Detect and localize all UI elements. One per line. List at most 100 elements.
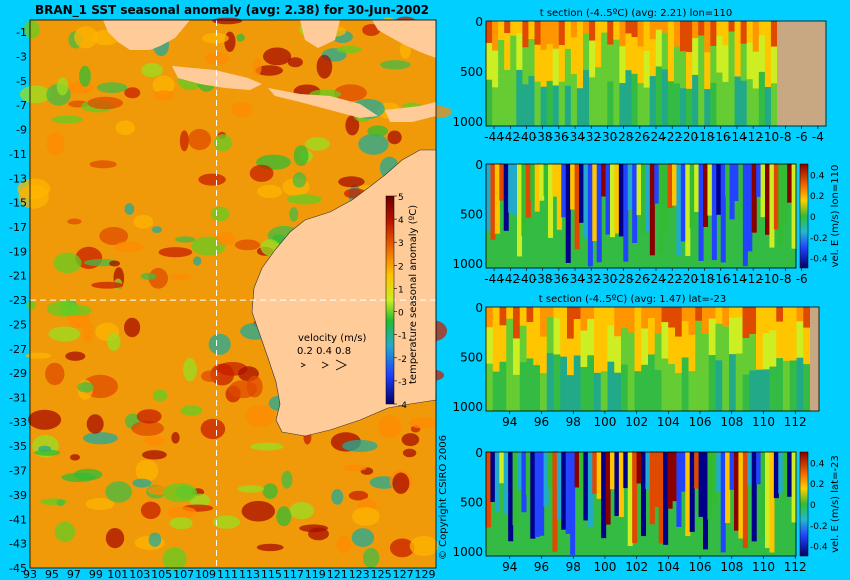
section-cell bbox=[534, 452, 540, 537]
section-cell bbox=[698, 452, 704, 517]
section-cell bbox=[601, 164, 607, 197]
section-cell bbox=[658, 452, 664, 544]
section-cell bbox=[661, 32, 669, 70]
section-cell bbox=[675, 307, 683, 337]
map-longitude-labels: 93 95 97 99 101 103 105 107 109 111 113 115 117 119 12… bbox=[23, 568, 436, 580]
map-lon-label: 121 bbox=[327, 568, 348, 580]
section-cell bbox=[637, 83, 645, 126]
section-cell bbox=[649, 39, 657, 77]
section-cell bbox=[631, 21, 639, 38]
anomaly-patch bbox=[152, 389, 168, 402]
section-cell bbox=[634, 334, 642, 372]
section-cell bbox=[540, 336, 548, 374]
map-lat-label: -5 bbox=[16, 75, 27, 88]
section-cell bbox=[486, 79, 493, 126]
map-lat-label: -35 bbox=[9, 440, 27, 453]
section-cell bbox=[486, 164, 492, 231]
velocity-arrow-small bbox=[300, 362, 306, 368]
section-cell bbox=[746, 21, 754, 43]
anomaly-patch bbox=[151, 226, 162, 234]
section-cell bbox=[725, 452, 731, 524]
map-lat-label: -43 bbox=[9, 538, 27, 551]
anomaly-patch bbox=[308, 527, 329, 541]
section-cell bbox=[540, 21, 548, 50]
section-cell bbox=[716, 164, 722, 215]
anomaly-patch bbox=[169, 517, 193, 530]
section-x-label: -20 bbox=[679, 272, 699, 286]
anomaly-patch bbox=[392, 472, 410, 494]
anomaly-patch bbox=[105, 528, 125, 549]
section-cell bbox=[627, 368, 636, 411]
section-cell bbox=[673, 21, 681, 47]
map-lat-label: -15 bbox=[9, 197, 27, 210]
anomaly-patch bbox=[401, 433, 420, 447]
map-lat-label: -45 bbox=[9, 562, 27, 575]
section-cell bbox=[728, 21, 736, 32]
section-cell bbox=[668, 364, 676, 411]
section-cell bbox=[641, 452, 647, 537]
section-cell bbox=[560, 307, 568, 321]
anomaly-patch bbox=[281, 470, 293, 489]
anomaly-patch bbox=[99, 227, 129, 245]
map-lon-label: 109 bbox=[195, 568, 216, 580]
section-cell bbox=[681, 307, 690, 322]
section-x-label: -36 bbox=[549, 272, 569, 286]
section-cell bbox=[698, 164, 704, 261]
section-cell bbox=[796, 321, 804, 358]
velocity-legend: velocity (m/s) 0.2 0.4 0.8 bbox=[297, 333, 366, 371]
section-cell bbox=[595, 30, 602, 68]
map-lat-label: -3 bbox=[16, 51, 27, 64]
section-cell bbox=[558, 45, 566, 82]
map-lon-label: 119 bbox=[305, 568, 326, 580]
section-cell bbox=[738, 164, 744, 220]
section-cell bbox=[783, 324, 791, 361]
section-cell bbox=[486, 307, 494, 328]
land-borneo bbox=[300, 20, 340, 48]
section-cell bbox=[791, 452, 797, 523]
anomaly-patch bbox=[249, 164, 274, 182]
section-cell bbox=[636, 452, 642, 484]
anomaly-patch bbox=[175, 236, 196, 243]
section-x-label: -28 bbox=[614, 272, 634, 286]
anomaly-patch bbox=[352, 507, 380, 526]
section-cell bbox=[574, 452, 580, 488]
section-cell bbox=[560, 356, 568, 411]
section-cell bbox=[734, 164, 740, 202]
section-x-label: -4 bbox=[812, 130, 824, 144]
section-cell bbox=[728, 68, 736, 126]
section-cell bbox=[715, 307, 723, 324]
section-cell bbox=[782, 164, 788, 223]
section-cell bbox=[552, 85, 560, 126]
section-cell bbox=[526, 322, 534, 359]
anomaly-patch bbox=[46, 132, 65, 156]
section-cell bbox=[776, 358, 784, 411]
anomaly-patch bbox=[292, 172, 307, 188]
section-x-label: -38 bbox=[533, 272, 553, 286]
anomaly-patch bbox=[51, 115, 84, 124]
section-cell bbox=[573, 355, 582, 411]
map-colorbar-tick-label: 1 bbox=[398, 285, 404, 295]
section-cell bbox=[539, 452, 545, 536]
section-cell bbox=[570, 37, 578, 75]
section-cell bbox=[734, 21, 742, 40]
section-cell bbox=[486, 452, 492, 528]
anomaly-patch bbox=[54, 521, 76, 543]
section-cell bbox=[716, 35, 724, 73]
land-sulawesi bbox=[372, 20, 436, 58]
section-cell bbox=[512, 164, 518, 216]
anomaly-patch bbox=[336, 535, 352, 554]
map-colorbar-tick-label: -4 bbox=[398, 401, 407, 411]
anomaly-patch bbox=[132, 478, 152, 488]
section-x-label: -6 bbox=[796, 130, 808, 144]
section-cell bbox=[601, 69, 608, 126]
section-cell bbox=[533, 328, 541, 366]
section-cell bbox=[601, 21, 608, 33]
anomaly-patch bbox=[286, 194, 322, 205]
section-x-label: -40 bbox=[517, 272, 537, 286]
anomaly-patch bbox=[224, 31, 236, 52]
section-x-label: 112 bbox=[784, 560, 807, 574]
section-cell bbox=[623, 452, 629, 489]
section-cell bbox=[783, 360, 791, 411]
section-cell bbox=[499, 325, 507, 362]
